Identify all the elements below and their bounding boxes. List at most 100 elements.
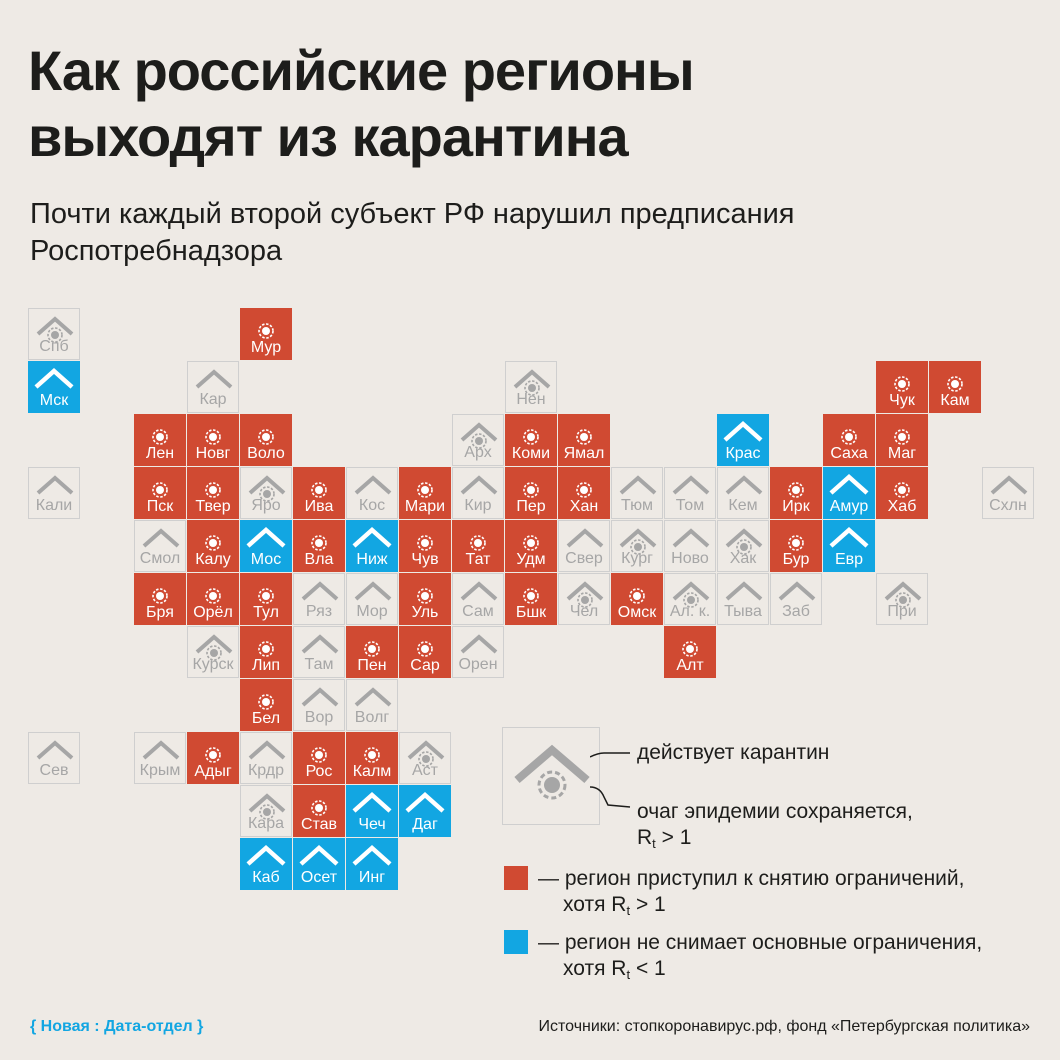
region-tile: Омск	[611, 573, 663, 625]
house-icon	[460, 475, 498, 495]
region-tile: Лип	[240, 626, 292, 678]
legend-quarantine-sample	[502, 727, 600, 825]
house-icon	[36, 740, 74, 760]
house-outbreak-icon	[407, 740, 445, 767]
house-icon	[34, 367, 74, 389]
region-tile: Крдр	[240, 732, 292, 784]
region-label: Нен	[516, 391, 546, 408]
region-tile: Мари	[399, 467, 451, 519]
region-tile: Вор	[293, 679, 345, 731]
outbreak-icon	[417, 588, 433, 604]
legend-leader-lines	[590, 752, 631, 808]
region-tile: Тул	[240, 573, 292, 625]
region-tile: Даг	[399, 785, 451, 837]
region-tile: Калм	[346, 732, 398, 784]
title: Как российские регионы выходят из карант…	[28, 38, 1028, 170]
outbreak-icon	[788, 535, 804, 551]
outbreak-icon	[258, 323, 274, 339]
house-icon	[990, 475, 1028, 495]
house-icon	[778, 581, 816, 601]
outbreak-icon	[576, 482, 592, 498]
region-label: Кали	[35, 497, 73, 514]
region-tile: При	[876, 573, 928, 625]
house-icon	[246, 526, 286, 548]
region-label: Смол	[139, 550, 181, 567]
region-tile: Адыг	[187, 732, 239, 784]
region-label: Ряз	[305, 603, 333, 620]
region-label: Кем	[728, 497, 758, 514]
region-tile: Мор	[346, 573, 398, 625]
region-tile: Воло	[240, 414, 292, 466]
house-icon	[301, 581, 339, 601]
region-label: Мск	[39, 392, 69, 409]
outbreak-icon	[417, 535, 433, 551]
region-tile: Нен	[505, 361, 557, 413]
subtitle-line-1: Почти каждый второй субъект РФ нарушил п…	[30, 198, 795, 230]
legend-outbreak-label: очаг эпидемии сохраняется,	[637, 800, 913, 823]
region-tile: Мос	[240, 520, 292, 572]
region-label: Тыва	[724, 603, 762, 620]
region-tile: Кем	[717, 467, 769, 519]
outbreak-icon	[947, 376, 963, 392]
region-tile: Курск	[187, 626, 239, 678]
region-label: Мор	[356, 603, 388, 620]
region-label: Адыг	[194, 763, 232, 780]
outbreak-icon	[364, 641, 380, 657]
region-tile: Бел	[240, 679, 292, 731]
region-tile: Алт	[664, 626, 716, 678]
house-icon	[672, 528, 710, 548]
region-label: Вла	[304, 551, 334, 568]
outbreak-icon	[258, 694, 274, 710]
outbreak-icon	[364, 747, 380, 763]
region-tile: Крас	[717, 414, 769, 466]
region-tile: Кам	[929, 361, 981, 413]
house-icon	[248, 740, 286, 760]
outbreak-icon	[417, 482, 433, 498]
house-icon	[619, 475, 657, 495]
region-tile: Ниж	[346, 520, 398, 572]
title-line-1: Как российские регионы	[28, 39, 695, 102]
region-tile: Сам	[452, 573, 504, 625]
outbreak-icon	[788, 482, 804, 498]
house-outbreak-icon	[460, 422, 498, 449]
region-tile: Бшк	[505, 573, 557, 625]
house-icon	[829, 473, 869, 495]
region-tile: Схлн	[982, 467, 1034, 519]
region-label: Кир	[464, 497, 492, 514]
rt-symbol: R	[637, 826, 653, 849]
region-tile: Сев	[28, 732, 80, 784]
legend-lifted-line2: хотя Rt > 1	[563, 892, 666, 924]
region-label: Инг	[358, 869, 386, 886]
region-tile: Чел	[558, 573, 610, 625]
outbreak-icon	[258, 588, 274, 604]
region-tile: Волг	[346, 679, 398, 731]
region-label: Каб	[252, 869, 280, 886]
region-tile: Тыва	[717, 573, 769, 625]
outbreak-icon	[470, 535, 486, 551]
house-icon	[725, 475, 763, 495]
house-outbreak-icon	[566, 581, 604, 608]
legend-kept-label: — регион не снимает основные ограничения…	[538, 931, 983, 954]
region-tile: Пен	[346, 626, 398, 678]
outbreak-icon	[205, 482, 221, 498]
house-icon	[301, 687, 339, 707]
outbreak-icon	[311, 535, 327, 551]
region-label: Тул	[253, 604, 279, 621]
region-label: Аст	[412, 762, 438, 779]
region-label: Калм	[352, 763, 392, 780]
region-label: Хаб	[887, 498, 917, 515]
region-tile: Сар	[399, 626, 451, 678]
lifted-rt-subscript: t	[626, 903, 631, 918]
region-tile: Заб	[770, 573, 822, 625]
region-label: Кург	[621, 550, 653, 567]
outbreak-icon	[258, 429, 274, 445]
house-icon	[566, 528, 604, 548]
region-tile: Хак	[717, 520, 769, 572]
region-label: Сам	[462, 603, 494, 620]
region-tile: Бур	[770, 520, 822, 572]
region-tile: Чув	[399, 520, 451, 572]
region-label: Мос	[250, 551, 282, 568]
kept-rt-prefix: хотя R	[563, 957, 627, 980]
outbreak-icon	[205, 588, 221, 604]
region-tile: Чеч	[346, 785, 398, 837]
